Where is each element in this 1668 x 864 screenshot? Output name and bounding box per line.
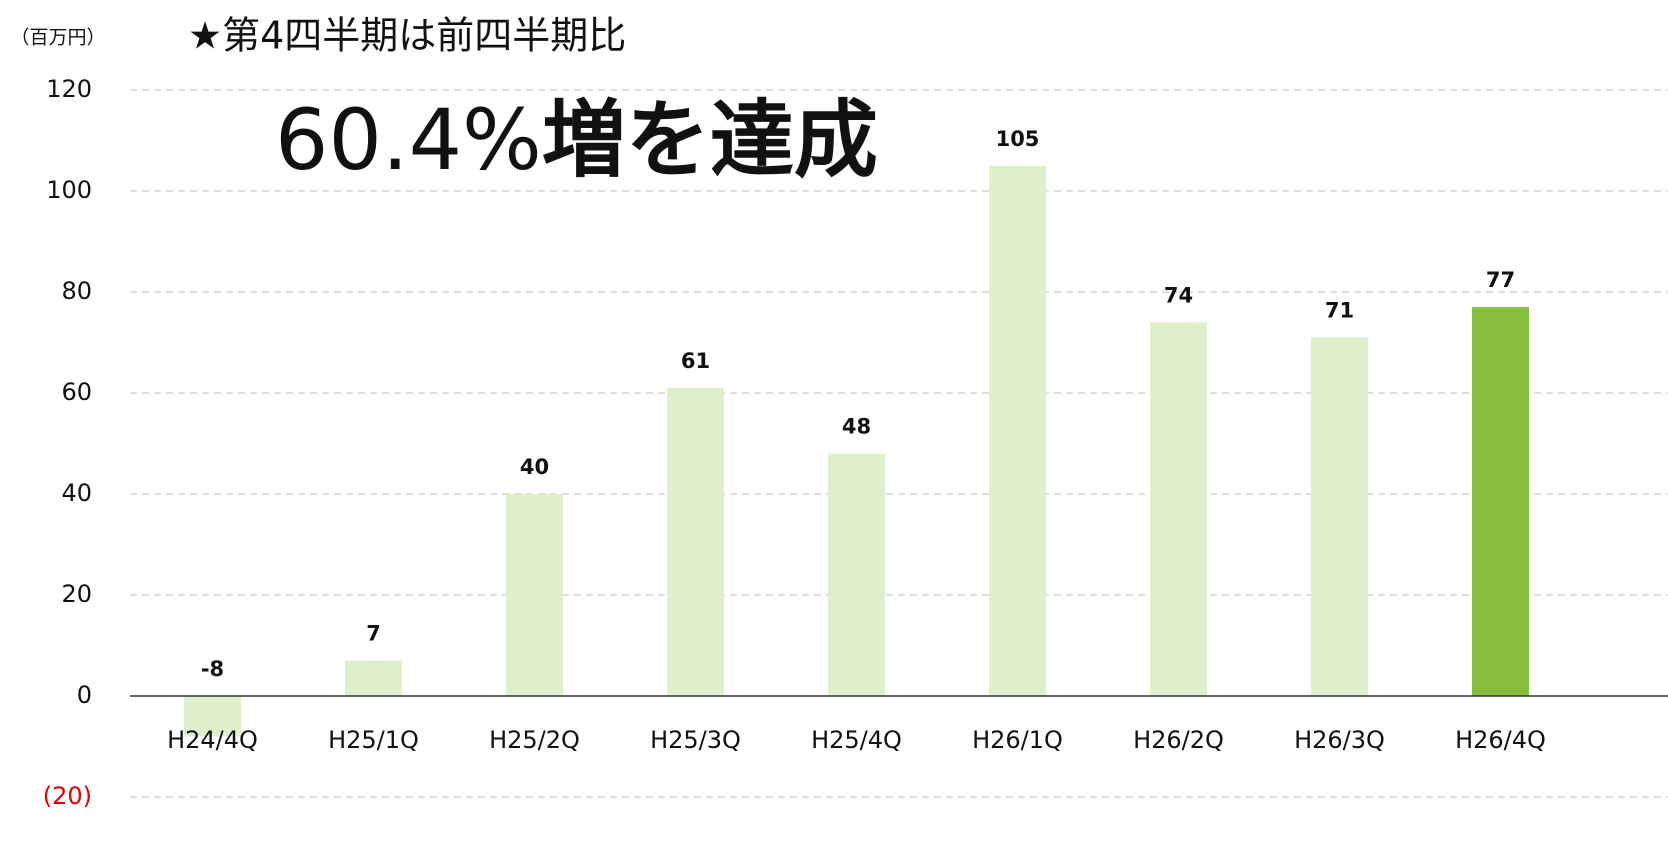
bar [828, 453, 885, 696]
annotation-text: 増を達成 [542, 91, 878, 189]
annotation-number: 60.4% [275, 91, 542, 189]
value-label: 7 [366, 622, 381, 646]
bar [1150, 322, 1207, 696]
y-tick-label: 0 [77, 681, 92, 709]
x-tick-label: H26/4Q [1455, 726, 1546, 754]
annotation: 60.4%増を達成 [275, 91, 878, 189]
bar [1472, 307, 1529, 696]
y-tick-label: (20) [43, 782, 92, 810]
y-tick-label: 20 [61, 580, 92, 608]
value-label: 61 [681, 349, 710, 373]
value-label: 71 [1325, 298, 1354, 322]
chart-title: ★第4四半期は前四半期比 [188, 14, 626, 58]
y-tick-label: 60 [61, 378, 92, 406]
value-label: 77 [1486, 268, 1515, 292]
bar [506, 494, 563, 696]
value-label: 48 [842, 415, 871, 439]
value-label: -8 [201, 657, 224, 681]
x-tick-label: H25/3Q [650, 726, 741, 754]
bar [989, 165, 1046, 696]
bar [1311, 337, 1368, 696]
y-tick-label: 100 [46, 176, 92, 204]
x-tick-label: H24/4Q [167, 726, 258, 754]
y-tick-label: 80 [61, 277, 92, 305]
x-tick-label: H25/2Q [489, 726, 580, 754]
x-tick-label: H26/1Q [972, 726, 1063, 754]
x-tick-label: H26/2Q [1133, 726, 1224, 754]
value-label: 40 [520, 455, 549, 479]
bar [667, 387, 724, 696]
x-tick-label: H26/3Q [1294, 726, 1385, 754]
bar [184, 696, 241, 737]
x-tick-label: H25/1Q [328, 726, 419, 754]
bar [345, 660, 402, 696]
x-tick-label: H25/4Q [811, 726, 902, 754]
value-label: 105 [996, 127, 1040, 151]
y-tick-label: 40 [61, 479, 92, 507]
value-label: 74 [1164, 283, 1193, 307]
unit-label: （百万円） [10, 27, 105, 49]
y-tick-label: 120 [46, 75, 92, 103]
